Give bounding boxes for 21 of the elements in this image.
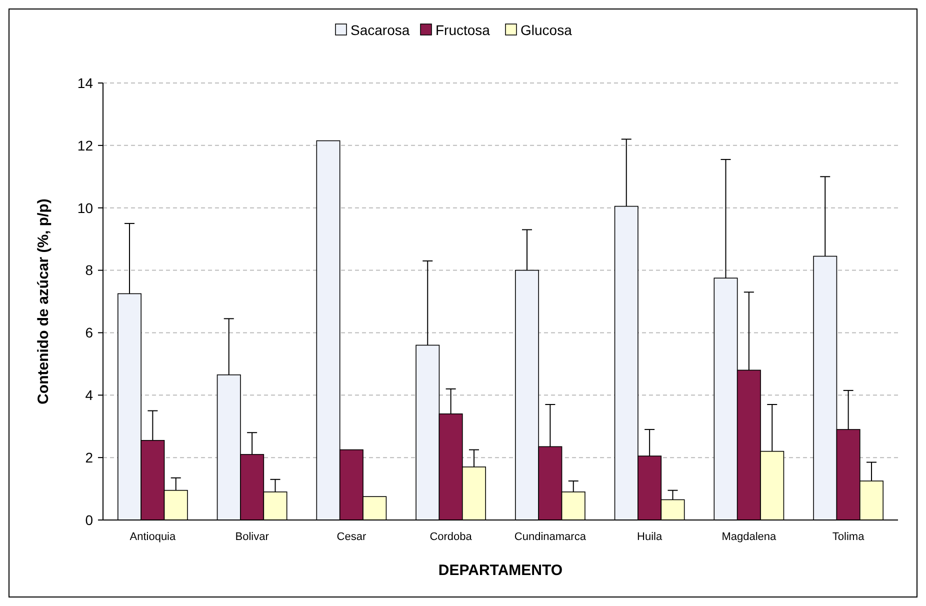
y-tick-label: 12 [77,137,94,154]
x-tick-label: Huila [637,531,663,543]
legend-label: Sacarosa [350,22,410,38]
y-tick-label: 10 [77,200,94,216]
x-tick-label: Cesar [336,531,366,543]
x-axis-title: DEPARTAMENTO [438,562,563,579]
y-tick-label: 4 [85,387,94,404]
y-tick-label: 2 [85,449,94,466]
y-tick-label: 8 [85,262,94,278]
legend-label: Fructosa [436,22,490,38]
legend-label: Glucosa [520,22,572,38]
y-tick-label: 6 [85,324,94,341]
x-tick-label: Cordoba [430,531,473,543]
y-axis-title: Contenido de azúcar (%, p/p) [35,198,52,404]
y-tick-label: 0 [85,512,94,528]
x-tick-label: Magdalena [722,531,778,543]
x-tick-label: Antioquia [130,531,176,543]
x-tick-label: Cundinamarca [514,531,587,543]
x-tick-label: Bolivar [235,531,270,543]
y-tick-label: 14 [77,74,94,91]
x-tick-label: Tolima [832,531,866,543]
